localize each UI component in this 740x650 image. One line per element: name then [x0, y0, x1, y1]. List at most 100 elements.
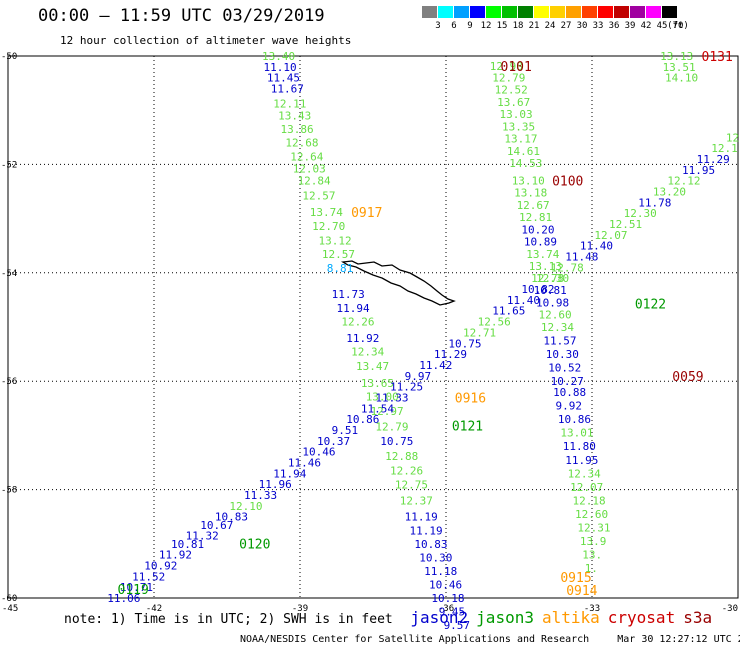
wave-height-value: 10.75 [380, 435, 413, 448]
color-scale-tick: 9 [467, 21, 473, 31]
wave-height-value: 10.37 [317, 435, 350, 448]
color-swatch [630, 6, 646, 18]
pass-time-label: 0122 [635, 298, 666, 313]
wave-height-value: 11.40 [507, 294, 540, 307]
wave-height-value: 10.30 [546, 348, 579, 361]
units-note: note: 1) Time is in UTC; 2) SWH is in fe… [64, 612, 393, 627]
wave-height-value: 12.71 [463, 326, 496, 339]
wave-height-value: 10.18 [431, 592, 464, 605]
satellite-legend-entry: altika [541, 608, 600, 627]
wave-height-value: 10.83 [215, 511, 248, 524]
wave-height-value: 12.81 [519, 211, 552, 224]
footer-credit: NOAA/NESDIS Center for Satellite Applica… [240, 634, 590, 645]
wave-height-value: 11.65 [492, 305, 525, 318]
wave-height-value: 8.81 [327, 262, 354, 275]
wave-height-value: 12.52 [495, 84, 528, 97]
wave-height-value: 12.67 [517, 199, 550, 212]
wave-height-value: 12.98 [490, 60, 523, 73]
wave-height-value: 11.67 [271, 83, 304, 96]
wave-height-value: 10.71 [120, 581, 153, 594]
color-swatch [486, 6, 502, 18]
wave-height-value: 9.97 [405, 370, 432, 383]
wave-height-value: 11.48 [565, 251, 598, 264]
wave-height-value: 10.75 [448, 337, 481, 350]
wave-height-value: 10.20 [521, 223, 554, 236]
wave-height-value: 11.57 [543, 335, 576, 348]
color-scale-unit: (ft) [667, 21, 689, 31]
wave-height-value: 11.40 [580, 240, 613, 253]
wave-height-value: 12.18 [573, 494, 606, 507]
wave-height-value: 11.32 [186, 530, 219, 543]
wave-height-value: 10.30 [419, 551, 452, 564]
color-scale-tick: 3 [435, 21, 441, 31]
wave-height-value: 12.57 [302, 189, 335, 202]
wave-height-value: 11.19 [405, 511, 438, 524]
color-scale-tick: 42 [640, 21, 652, 31]
axis-ticks: -45 -42 -39 -36 -33 -30 -50 -52 -54 -56 -58 -60 [1, 52, 738, 614]
wave-height-value: 13.43 [278, 110, 311, 123]
wave-height-value: 13. [582, 549, 602, 562]
wave-height-value: 11.29 [697, 153, 730, 166]
wave-height-value: 10.98 [536, 297, 569, 310]
wave-height-value: 13.9 [580, 535, 607, 548]
wave-height-value: 13.40 [262, 50, 295, 63]
wave-height-value: 9.45 [439, 606, 466, 619]
wave-height-value: 13.47 [356, 360, 389, 373]
wave-height-value: 13.17 [504, 132, 537, 145]
wave-height-value: 11.54 [361, 402, 394, 415]
wave-height-value: 12.68 [285, 137, 318, 150]
wave-height-value: 10.88 [553, 386, 586, 399]
color-scale-tick: 33 [592, 21, 604, 31]
color-swatch [662, 6, 678, 18]
wave-height-value: 12.37 [400, 494, 433, 507]
wave-height-value: 12.57 [322, 248, 355, 261]
color-swatch [550, 6, 566, 18]
wave-height-value: 12.12 [667, 175, 700, 188]
color-scale-tick: 21 [528, 21, 540, 31]
wave-height-value: 13.65 [361, 377, 394, 390]
y-tick-label: -50 [1, 52, 17, 62]
wave-height-value: 12.31 [577, 522, 610, 535]
wave-height-value: 11.73 [332, 288, 365, 301]
wave-height-value: 13.35 [502, 120, 535, 133]
y-tick-label: -58 [1, 486, 17, 496]
wave-height-value: 9.57 [444, 619, 471, 632]
wave-height-value: 12.79 [375, 421, 408, 434]
y-tick-label: -60 [1, 594, 17, 604]
color-swatch [422, 6, 438, 18]
wave-height-value: 13.00 [366, 390, 399, 403]
wave-height-value: 12.1 [711, 142, 738, 155]
pass-time-labels: 0917 0101 0100 0131 0122 0059 0121 0120 0119 0915… [118, 50, 733, 599]
color-scale-tick: 24 [544, 21, 556, 31]
wave-height-value: 11.18 [424, 565, 457, 578]
x-tick-label: -33 [584, 604, 600, 614]
color-swatch [470, 6, 486, 18]
wave-height-value: 10.82 [521, 283, 554, 296]
wave-height-value: 11.42 [419, 359, 452, 372]
wave-height-value: 12.30 [624, 207, 657, 220]
wave-height-value: 10.67 [200, 519, 233, 532]
wave-height-value: 11.45 [267, 72, 300, 85]
wave-height-value: 13.13 [529, 260, 562, 273]
wave-height-value: 12.07 [594, 229, 627, 242]
wave-height-value: 13.20 [653, 186, 686, 199]
x-tick-label: -30 [722, 604, 738, 614]
pass-time-label: 0917 [351, 206, 382, 221]
wave-height-value: 12.60 [538, 309, 571, 322]
pass-time-label: 0101 [501, 60, 532, 75]
wave-height-value: 12.78 [531, 272, 564, 285]
wave-height-value: 11.29 [434, 348, 467, 361]
pass-time-label: 0916 [455, 391, 486, 406]
wave-height-value: 11.80 [563, 440, 596, 453]
wave-height-value: 1. [585, 562, 598, 575]
y-tick-label: -54 [1, 269, 17, 279]
wave-height-value: 12.79 [492, 72, 525, 85]
x-tick-label: -42 [146, 604, 162, 614]
wave-height-value: 13.74 [526, 248, 559, 261]
south-georgia-coastline [341, 260, 456, 306]
wave-height-value: 13.18 [514, 187, 547, 200]
wave-height-value: 12.30 [536, 272, 569, 285]
wave-height-value: 12.60 [575, 508, 608, 521]
pass-time-label: 0059 [672, 370, 703, 385]
wave-height-value: 10.81 [534, 284, 567, 297]
